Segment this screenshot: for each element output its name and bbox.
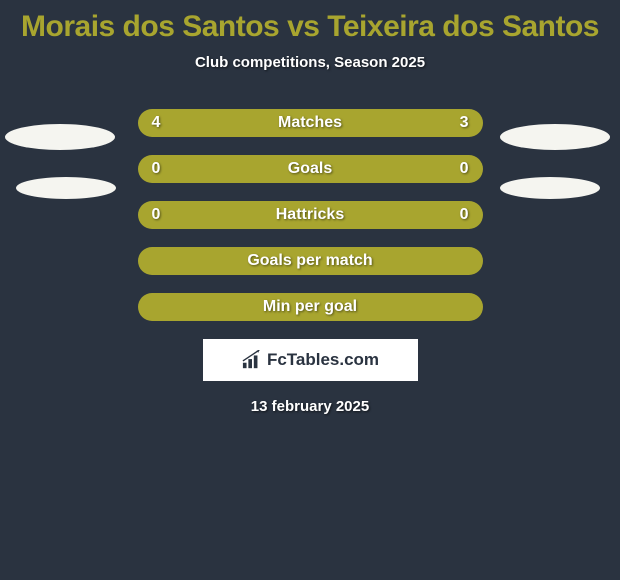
stat-row-goals: 0 Goals 0 (138, 155, 483, 183)
stat-label: Goals per match (138, 252, 483, 270)
stat-label: Goals (138, 160, 483, 178)
stat-left-value: 0 (152, 160, 161, 178)
bar-chart-icon (241, 350, 263, 370)
player-right-ellipse-2 (500, 177, 600, 199)
player-right-ellipse-1 (500, 124, 610, 150)
stat-row-min-per-goal: Min per goal (138, 293, 483, 321)
stat-label: Hattricks (138, 206, 483, 224)
comparison-title: Morais dos Santos vs Teixeira dos Santos (0, 0, 620, 44)
stat-left-value: 0 (152, 206, 161, 224)
logo-text: FcTables.com (267, 350, 379, 370)
stat-label: Min per goal (138, 298, 483, 316)
stat-row-hattricks: 0 Hattricks 0 (138, 201, 483, 229)
stat-label: Matches (138, 114, 483, 132)
stat-left-value: 4 (152, 114, 161, 132)
comparison-subtitle: Club competitions, Season 2025 (0, 54, 620, 71)
stat-right-value: 0 (460, 206, 469, 224)
stat-right-value: 0 (460, 160, 469, 178)
stat-row-goals-per-match: Goals per match (138, 247, 483, 275)
comparison-date: 13 february 2025 (0, 398, 620, 415)
stat-right-value: 3 (460, 114, 469, 132)
fctables-logo: FcTables.com (203, 339, 418, 381)
player-left-ellipse-1 (5, 124, 115, 150)
stat-row-matches: 4 Matches 3 (138, 109, 483, 137)
player-left-ellipse-2 (16, 177, 116, 199)
stat-rows-container: 4 Matches 3 0 Goals 0 0 Hattricks 0 Goal… (138, 109, 483, 321)
